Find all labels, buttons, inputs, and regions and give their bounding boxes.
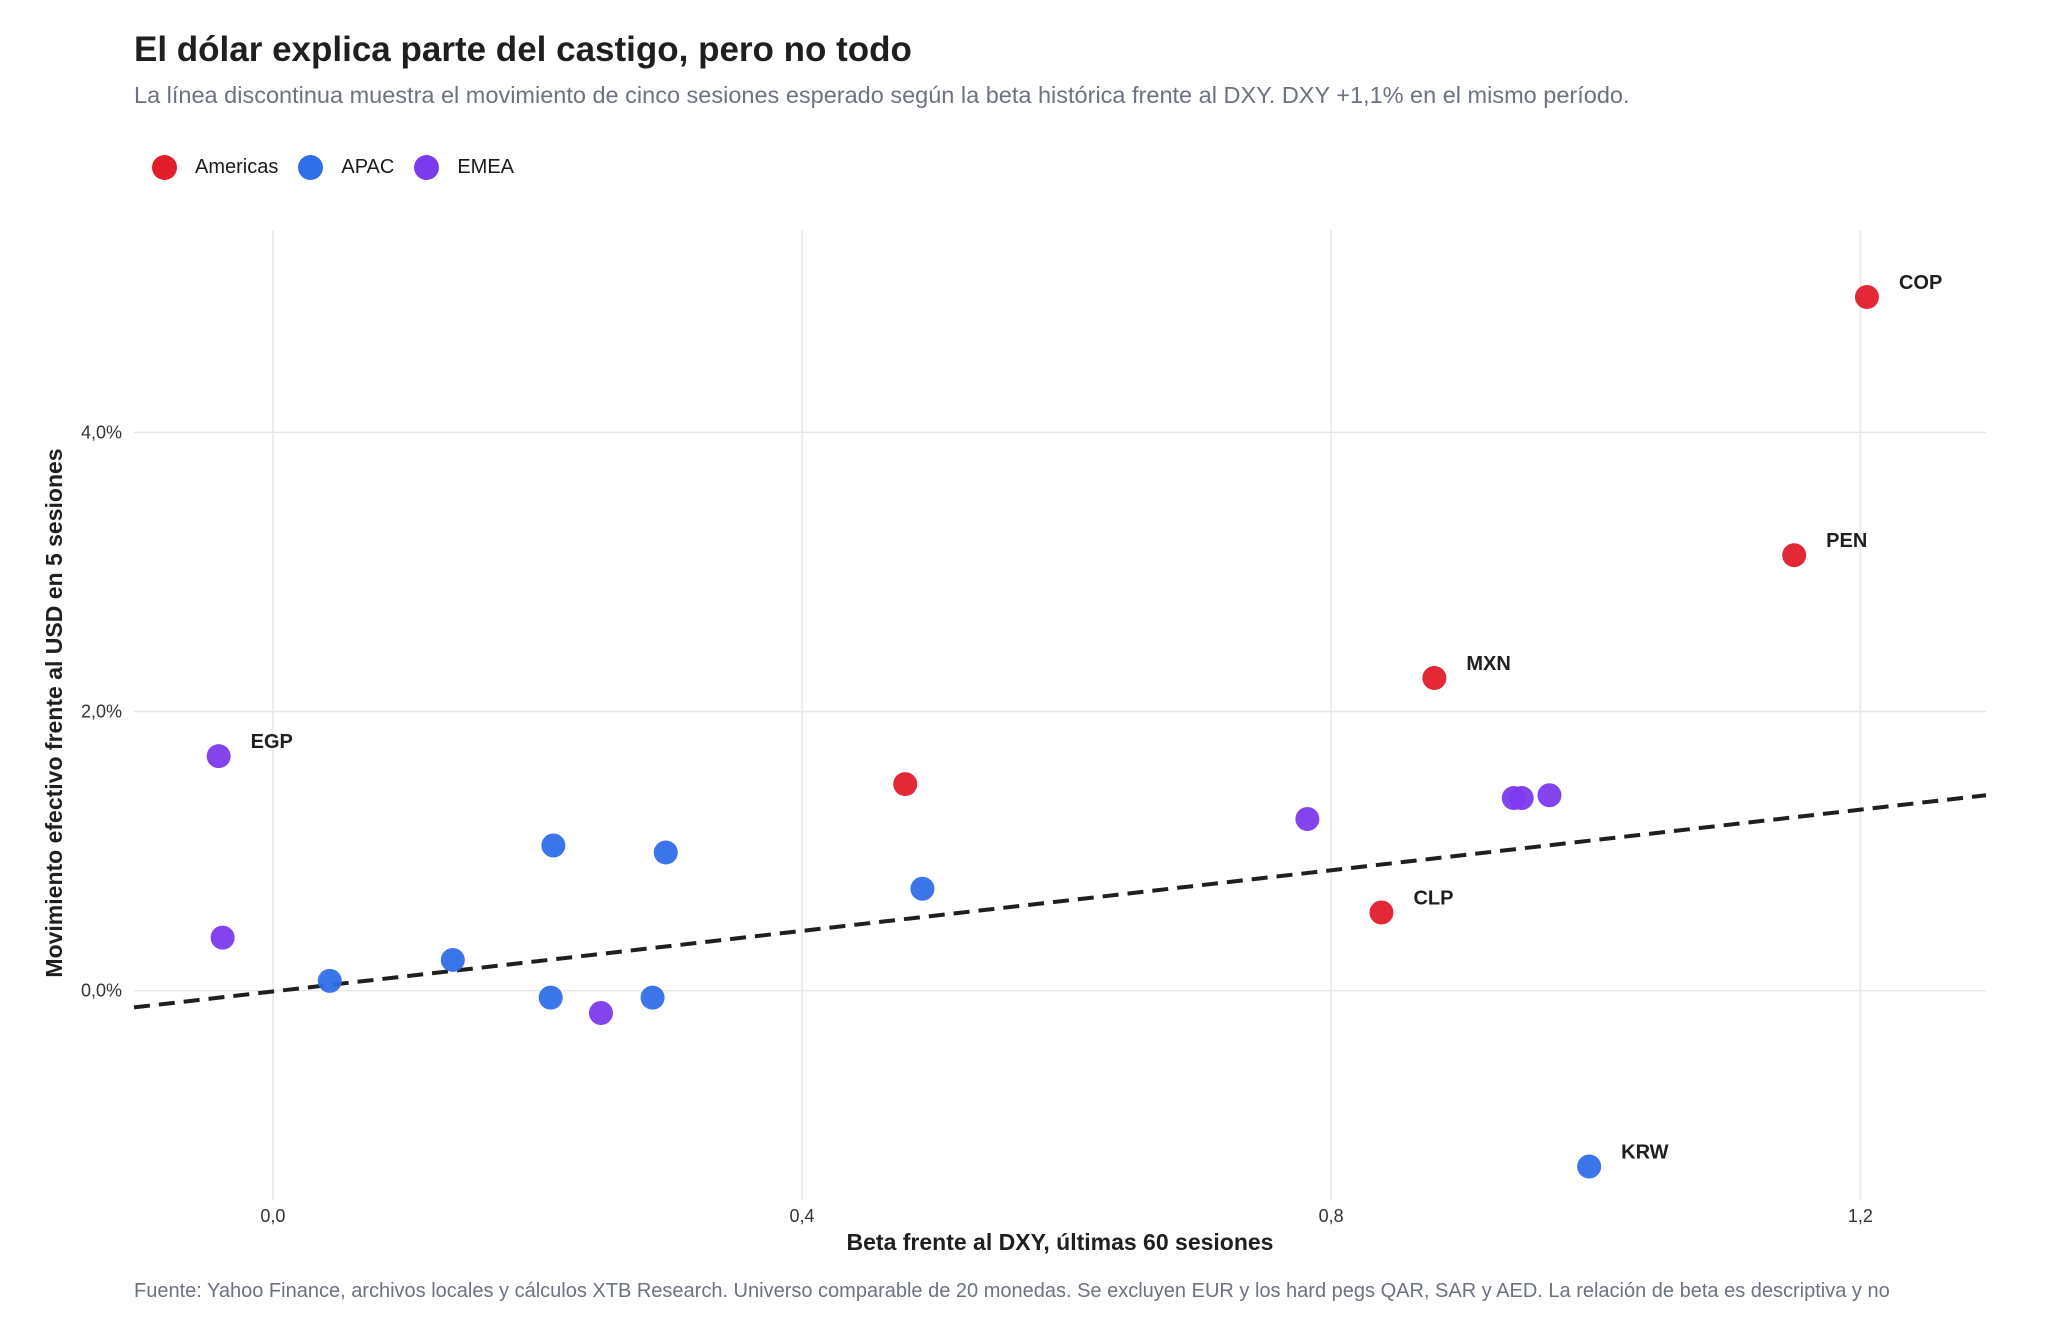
data-point	[210, 925, 235, 950]
data-point	[1422, 666, 1447, 691]
data-point	[317, 968, 342, 993]
expected-move-line	[133, 793, 1987, 1010]
legend-item-apac: APAC	[298, 155, 394, 180]
data-point	[1509, 786, 1534, 811]
y-tick-label: 4,0%	[81, 422, 122, 442]
point-label: PEN	[1826, 530, 1867, 552]
legend-item-americas: Americas	[152, 155, 278, 180]
legend-dot-americas	[152, 155, 177, 180]
y-axis-title: Movimiento efectivo frente al USD en 5 s…	[41, 448, 67, 977]
point-label: COP	[1899, 272, 1942, 294]
legend-dot-apac	[298, 155, 324, 180]
data-point	[588, 1000, 613, 1025]
data-point	[1782, 543, 1807, 568]
chart-subtitle: La línea discontinua muestra el movimien…	[134, 82, 1630, 108]
legend-item-emea: EMEA	[414, 155, 514, 180]
data-point	[206, 744, 231, 769]
chart-title: El dólar explica parte del castigo, pero…	[134, 30, 912, 69]
legend-dot-emea	[414, 155, 440, 180]
data-point	[1577, 1154, 1602, 1179]
x-tick-label: 0,8	[1319, 1206, 1344, 1226]
data-point	[653, 840, 678, 865]
data-point	[640, 985, 665, 1010]
point-label: KRW	[1621, 1142, 1669, 1164]
point-label: CLP	[1413, 887, 1453, 909]
legend: Americas APAC EMEA	[152, 155, 534, 180]
x-tick-label: 0,0	[260, 1206, 285, 1226]
data-point	[538, 985, 563, 1010]
data-point	[893, 772, 918, 797]
data-point	[541, 833, 566, 858]
x-tick-label: 0,4	[790, 1206, 815, 1226]
legend-label-americas: Americas	[195, 156, 279, 178]
point-label: EGP	[251, 731, 293, 753]
data-point	[910, 876, 935, 901]
x-tick-label: 1,2	[1848, 1206, 1873, 1226]
point-label: MXN	[1466, 653, 1510, 675]
y-tick-label: 2,0%	[81, 702, 122, 722]
legend-label-apac: APAC	[341, 156, 395, 178]
source-caption: Fuente: Yahoo Finance, archivos locales …	[134, 1280, 1890, 1302]
data-point	[1854, 284, 1879, 309]
data-point	[1537, 783, 1562, 808]
y-tick-label: 0,0%	[81, 981, 122, 1001]
x-axis-title: Beta frente al DXY, últimas 60 sesiones	[847, 1229, 1274, 1255]
data-point	[1295, 806, 1320, 831]
legend-label-emea: EMEA	[457, 156, 515, 178]
data-point	[1369, 900, 1394, 925]
data-point	[440, 947, 465, 972]
